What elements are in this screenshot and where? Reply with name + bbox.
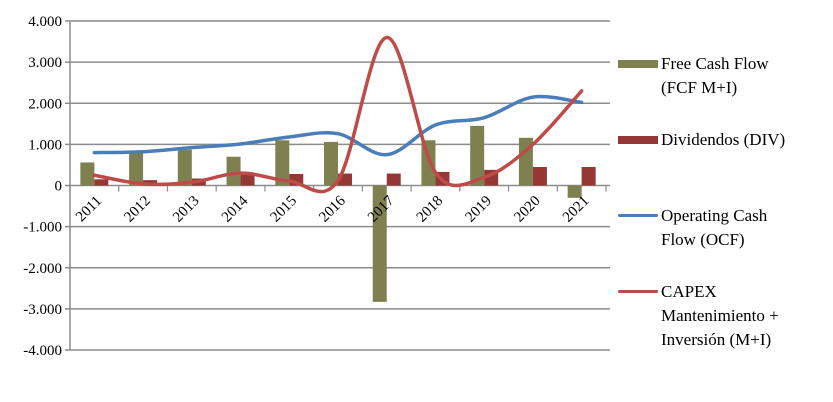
y-tick-label: -2.000 <box>23 261 62 277</box>
legend-swatch-ocf <box>618 214 658 217</box>
legend-swatch-div <box>618 136 658 144</box>
x-tick-label: 2020 <box>511 193 544 226</box>
bar-fcf <box>372 185 387 302</box>
x-tick-label: 2018 <box>414 193 447 226</box>
bar-fcf <box>177 149 192 186</box>
legend-text: (FCF M+I) <box>661 78 738 97</box>
y-tick-label: -4.000 <box>23 343 62 359</box>
x-tick-label: 2021 <box>560 193 593 226</box>
bar-fcf <box>324 141 338 186</box>
x-tick-label: 2014 <box>219 193 252 226</box>
legend-label-fcf: Free Cash Flow (FCF M+I) <box>661 52 769 100</box>
x-tick-label: 2012 <box>121 193 154 226</box>
bar-div <box>240 174 255 186</box>
legend-text: Free Cash Flow <box>661 54 769 73</box>
legend-label-ocf: Operating Cash Flow (OCF) <box>661 204 767 252</box>
bar-div <box>338 173 352 186</box>
bar-fcf <box>470 125 485 186</box>
bar-fcf <box>80 162 95 186</box>
bar-div <box>532 166 547 186</box>
y-tick-label: 0 <box>55 179 63 195</box>
y-tick-label: -3.000 <box>23 302 62 318</box>
line-ocf <box>92 94 584 157</box>
y-tick-label: 1.000 <box>28 137 62 153</box>
y-tick-label: 2.000 <box>28 96 62 112</box>
y-tick-label: 4.000 <box>28 14 62 30</box>
legend-text: Mantenimiento + <box>661 306 779 325</box>
x-tick-label: 2016 <box>316 193 349 226</box>
bar-div <box>289 173 304 186</box>
bar-fcf <box>567 185 582 198</box>
line-capex <box>92 35 584 194</box>
y-tick-label: 3.000 <box>28 55 62 71</box>
bar-fcf <box>275 140 290 186</box>
legend-text: Inversión (M+I) <box>661 330 772 349</box>
legend-swatch-capex <box>618 290 658 293</box>
legend-text: Dividendos (DIV) <box>661 130 786 149</box>
bar-div <box>386 173 401 186</box>
x-tick-label: 2011 <box>73 193 105 225</box>
bar-div <box>94 179 109 186</box>
legend-swatch-fcf <box>618 60 658 68</box>
legend-label-div: Dividendos (DIV) <box>661 128 785 152</box>
legend-label-capex: CAPEX Mantenimiento + Inversión (M+I) <box>661 280 779 352</box>
x-tick-label: 2013 <box>170 193 203 226</box>
legend-text: CAPEX <box>661 282 717 301</box>
legend-text: Flow (OCF) <box>661 230 745 249</box>
bar-div <box>581 166 596 186</box>
legend-text: Operating Cash <box>661 206 768 225</box>
bar-fcf <box>226 156 241 186</box>
x-tick-label: 2019 <box>462 193 495 226</box>
y-tick-label: -1.000 <box>23 220 62 236</box>
x-tick-label: 2015 <box>268 193 301 226</box>
bar-fcf <box>129 153 144 186</box>
